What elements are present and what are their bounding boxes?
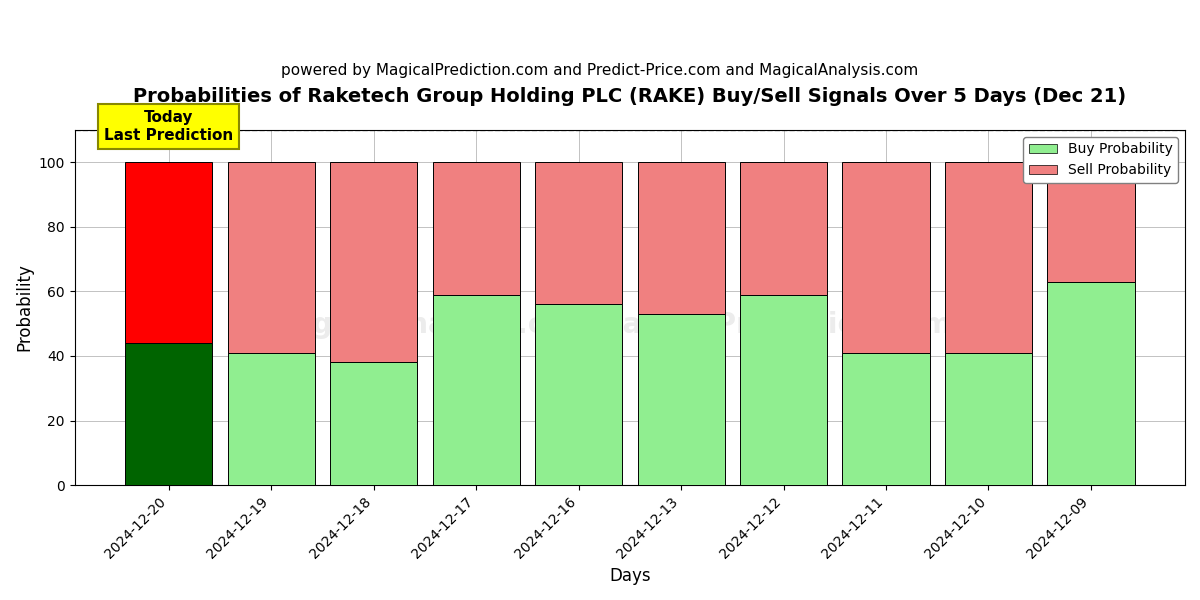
Bar (228, 353, 314, 485)
Bar (432, 162, 520, 295)
Bar (740, 162, 827, 295)
Bar (1048, 162, 1134, 281)
Bar (432, 295, 520, 485)
Bar (330, 162, 418, 362)
Bar (228, 162, 314, 353)
X-axis label: Days: Days (610, 567, 650, 585)
Bar (842, 353, 930, 485)
Bar (330, 362, 418, 485)
Bar (1048, 281, 1134, 485)
Text: powered by MagicalPrediction.com and Predict-Price.com and MagicalAnalysis.com: powered by MagicalPrediction.com and Pre… (281, 63, 919, 78)
Text: MagicalPrediction.com: MagicalPrediction.com (596, 311, 953, 339)
Bar (535, 304, 622, 485)
Bar (535, 162, 622, 304)
Y-axis label: Probability: Probability (16, 263, 34, 352)
Bar (842, 162, 930, 353)
Bar (740, 295, 827, 485)
Bar (637, 314, 725, 485)
Bar (125, 162, 212, 343)
Text: Today
Last Prediction: Today Last Prediction (104, 110, 233, 143)
Title: Probabilities of Raketech Group Holding PLC (RAKE) Buy/Sell Signals Over 5 Days : Probabilities of Raketech Group Holding … (133, 87, 1127, 106)
Bar (125, 343, 212, 485)
Bar (944, 353, 1032, 485)
Text: MagicalAnalysis.com: MagicalAnalysis.com (266, 311, 593, 339)
Bar (944, 162, 1032, 353)
Bar (637, 162, 725, 314)
Legend: Buy Probability, Sell Probability: Buy Probability, Sell Probability (1024, 137, 1178, 183)
